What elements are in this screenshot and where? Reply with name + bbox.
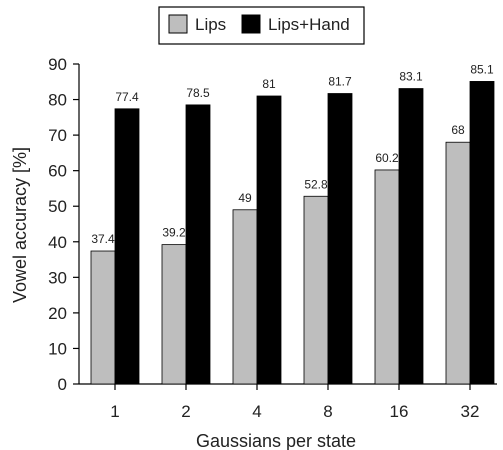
y-tick-label: 50 [48,197,67,216]
bar-lips [445,141,471,385]
data-label-lips-hand: 81 [262,77,276,91]
bar-lips [303,195,329,385]
x-tick-label: 1 [110,402,119,421]
y-axis-title: Vowel accuracy [%] [10,147,30,303]
x-tick-label: 8 [323,402,332,421]
bar-lips-hand [256,95,282,385]
bar-lips [161,244,187,385]
data-label-lips: 60.2 [375,151,399,165]
x-tick-label: 32 [461,402,480,421]
legend-label-lips: Lips [195,15,226,34]
data-label-lips-hand: 77.4 [115,90,139,104]
x-tick-label: 4 [252,402,261,421]
y-tick-label: 30 [48,268,67,287]
data-label-lips: 52.8 [304,177,328,191]
y-tick-label: 70 [48,126,67,145]
legend-swatch-lips-hand [241,14,261,34]
bar-lips-hand [185,104,211,385]
y-tick-label: 40 [48,233,67,252]
legend-label-lips-hand: Lips+Hand [268,15,350,34]
bar-lips [232,209,258,385]
bar-lips [374,169,400,385]
data-label-lips: 68 [451,123,465,137]
x-axis-title: Gaussians per state [196,431,356,450]
y-tick-label: 60 [48,162,67,181]
data-label-lips-hand: 85.1 [470,62,494,76]
bar-lips [90,250,116,385]
bar-lips-hand [327,93,353,385]
y-tick-label: 10 [48,339,67,358]
legend: Lips Lips+Hand [158,6,365,45]
y-tick-label: 0 [58,375,67,394]
data-label-lips-hand: 78.5 [186,86,210,100]
data-label-lips-hand: 83.1 [399,70,423,84]
data-label-lips: 37.4 [91,232,115,246]
data-label-lips-hand: 81.7 [328,75,352,89]
data-label-lips: 39.2 [162,226,186,240]
legend-box [158,6,365,45]
bar-lips-hand [469,81,495,385]
x-tick-label: 16 [390,402,409,421]
data-label-lips: 49 [238,191,252,205]
bar-lips-hand [398,88,424,385]
y-tick-label: 20 [48,304,67,323]
y-tick-label: 90 [48,55,67,74]
y-tick-label: 80 [48,91,67,110]
bar-lips-hand [114,108,140,385]
x-tick-label: 2 [181,402,190,421]
legend-swatch-lips [168,14,188,34]
plot-area: 0 10 20 30 40 50 60 70 80 90 1 37.4 77.4 2 39.2 78.5 4 49… [48,55,497,421]
